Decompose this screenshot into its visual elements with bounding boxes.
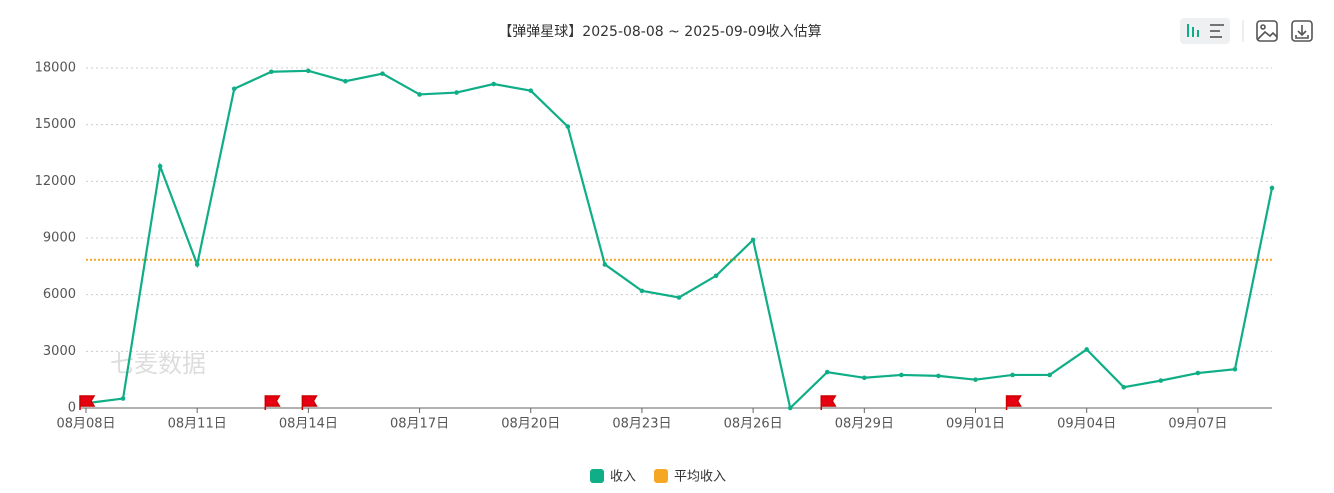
event-flag: [1005, 395, 1022, 410]
bar-view-icon[interactable]: [1187, 24, 1199, 37]
data-point: [491, 81, 496, 87]
data-point: [269, 69, 274, 75]
x-tick-label: 08月17日: [390, 417, 449, 432]
data-point: [713, 273, 719, 279]
data-point: [157, 163, 163, 169]
data-point: [528, 88, 534, 93]
data-point: [787, 405, 793, 411]
data-point: [194, 262, 200, 267]
data-point: [1269, 185, 1275, 191]
data-point: [899, 372, 904, 378]
data-point: [306, 68, 311, 74]
data-point: [1232, 366, 1238, 372]
download-button[interactable]: [1291, 20, 1313, 42]
data-point: [417, 92, 422, 97]
data-point: [1121, 384, 1127, 390]
data-point: [973, 377, 978, 382]
data-point: [639, 288, 645, 294]
x-tick-label: 09月04日: [1057, 417, 1116, 432]
save-image-button[interactable]: [1256, 20, 1278, 42]
watermark: 七麦数据: [110, 350, 206, 378]
y-tick-label: 9000: [43, 231, 76, 246]
data-point: [1010, 372, 1015, 378]
event-flag: [301, 395, 318, 410]
x-tick-label: 08月29日: [835, 417, 894, 432]
legend-swatch: [590, 469, 604, 483]
data-point: [1084, 347, 1089, 352]
chart-title: 【弹弹星球】2025-08-08 ~ 2025-09-09收入估算: [498, 24, 821, 40]
data-point: [936, 373, 941, 379]
data-point: [1047, 372, 1052, 378]
x-tick-label: 08月11日: [168, 417, 227, 432]
data-point: [824, 369, 830, 375]
y-tick-label: 12000: [35, 174, 76, 189]
legend-swatch: [654, 469, 669, 483]
y-tick-label: 15000: [35, 117, 76, 132]
x-tick-label: 09月01日: [946, 417, 1005, 432]
data-point: [454, 90, 459, 95]
y-tick-label: 18000: [35, 61, 76, 76]
x-tick-label: 08月08日: [56, 417, 115, 432]
y-tick-label: 3000: [43, 344, 76, 359]
x-tick-label: 08月20日: [501, 417, 560, 432]
data-point: [750, 237, 756, 243]
data-point: [120, 396, 126, 401]
event-flag: [264, 395, 281, 410]
legend-label: 平均收入: [674, 470, 726, 485]
x-tick-label: 09月07日: [1168, 417, 1227, 432]
data-point: [1195, 370, 1201, 376]
data-point: [565, 124, 571, 129]
x-tick-label: 08月26日: [724, 417, 783, 432]
series-line: [85, 69, 1274, 411]
toolbar: [1180, 18, 1313, 44]
data-point: [602, 262, 608, 267]
x-tick-label: 08月14日: [279, 417, 338, 432]
data-point: [343, 78, 348, 84]
legend-label: 收入: [610, 470, 636, 485]
event-flag: [820, 395, 837, 410]
data-point: [380, 71, 385, 76]
y-tick-label: 0: [68, 401, 76, 416]
data-point: [231, 86, 237, 92]
event-flag: [79, 395, 96, 410]
data-point: [1158, 378, 1164, 383]
y-tick-label: 6000: [43, 287, 76, 302]
x-tick-label: 08月23日: [612, 417, 671, 432]
data-point: [862, 375, 867, 381]
table-view-icon[interactable]: [1210, 24, 1224, 38]
data-point: [676, 295, 682, 300]
